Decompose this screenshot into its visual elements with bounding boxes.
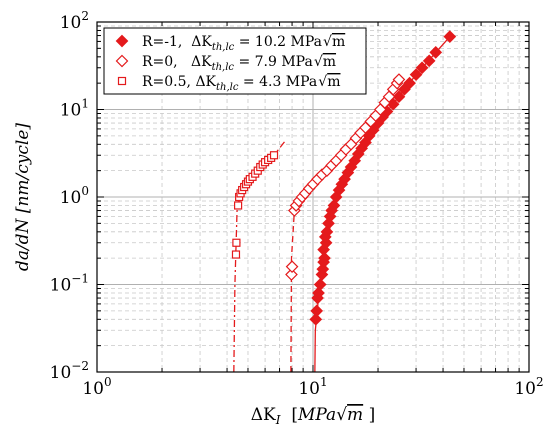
data-point-series-1 [429, 45, 443, 59]
x-axis-label-main: ΔK [251, 405, 276, 425]
data-point-series-1 [312, 286, 325, 300]
legend-entry-3: R=0.5, ΔKth,lc = 4.3 MPa√m [142, 74, 340, 93]
legend-entry-2-prefix: R=0, [142, 54, 191, 70]
legend-marker-2 [115, 54, 129, 68]
legend-entry-2-root: √ [314, 54, 323, 70]
data-point-series-1 [309, 312, 323, 326]
x-axis-label-unit: MPa [297, 405, 336, 425]
y-tick-label: 100 [60, 184, 89, 208]
legend-entry-1-dk: ΔK [191, 34, 212, 50]
legend-entry-1: R=-1, ΔKth,lc = 10.2 MPa√m [142, 34, 345, 53]
legend-markers [115, 34, 129, 86]
x-axis-label-close: ] [369, 405, 376, 425]
x-axis-label-root-sign: √ [336, 405, 347, 425]
legend-entry-2-sub: th,lc [212, 62, 235, 73]
legend: R=-1, ΔKth,lc = 10.2 MPa√m R=0, ΔKth,lc … [103, 27, 367, 95]
data-point-series-1 [392, 90, 406, 104]
y-tick-label: 101 [60, 97, 89, 121]
x-tick-label: 100 [82, 375, 111, 399]
legend-entry-1-sub: th,lc [212, 42, 235, 53]
legend-entry-2-dk: ΔK [191, 54, 212, 70]
legend-entry-3-root: √ [318, 74, 327, 90]
y-axis-label: da/dN [nm/cycle] [13, 123, 33, 271]
y-tick-label: 102 [60, 9, 89, 33]
data-point-series-1 [318, 251, 331, 265]
data-points [231, 30, 457, 326]
legend-entry-2-unit: m [323, 54, 336, 70]
legend-entry-2: R=0, ΔKth,lc = 7.9 MPa√m [142, 54, 336, 73]
x-axis-label-root: m [347, 405, 363, 425]
x-tick-label: 101 [298, 375, 327, 399]
data-point-series-1 [320, 225, 334, 239]
data-point-series-1 [422, 54, 436, 68]
legend-box [103, 27, 367, 95]
legend-entry-2-value: = 7.9 MPa [234, 54, 313, 70]
legend-entry-3-value: = 4.3 MPa [238, 74, 317, 90]
data-point-series-1 [409, 68, 423, 82]
y-tick-label: 10−2 [50, 359, 89, 383]
data-point-series-2 [285, 260, 299, 273]
data-point-series-3 [269, 151, 279, 160]
data-point-series-1 [415, 61, 429, 75]
legend-entry-1-root: √ [323, 34, 332, 50]
legend-entry-3-sub: th,lc [216, 82, 239, 93]
legend-entry-1-prefix: R=-1, [142, 34, 191, 50]
legend-entry-1-unit: m [332, 34, 345, 50]
x-axis-label: ΔKI [MPa√m ] [251, 405, 375, 427]
legend-entry-3-prefix: R=0.5, [142, 74, 195, 90]
legend-entry-3-dk: ΔK [195, 74, 216, 90]
data-point-series-3 [233, 201, 243, 210]
data-point-series-2 [285, 268, 298, 281]
data-point-series-1 [443, 30, 457, 44]
ticks [96, 21, 530, 373]
data-point-series-1 [403, 76, 416, 90]
x-axis-label-sub: I [275, 413, 281, 427]
data-point-series-1 [313, 278, 327, 291]
legend-entry-3-unit: m [327, 74, 340, 90]
data-point-series-2 [392, 73, 406, 86]
legend-marker-1 [115, 34, 129, 48]
data-point-series-3 [231, 250, 241, 259]
x-axis-label-open: [ [291, 405, 298, 425]
tick-labels: 100 101 102 10−2 10−1 100 101 102 [50, 9, 544, 399]
legend-entry-1-value: = 10.2 MPa [234, 34, 322, 50]
legend-marker-3 [117, 76, 127, 86]
data-point-series-3 [232, 238, 241, 247]
x-tick-label: 102 [514, 375, 543, 399]
y-tick-label: 10−1 [50, 272, 89, 296]
data-point-series-1 [310, 304, 324, 318]
